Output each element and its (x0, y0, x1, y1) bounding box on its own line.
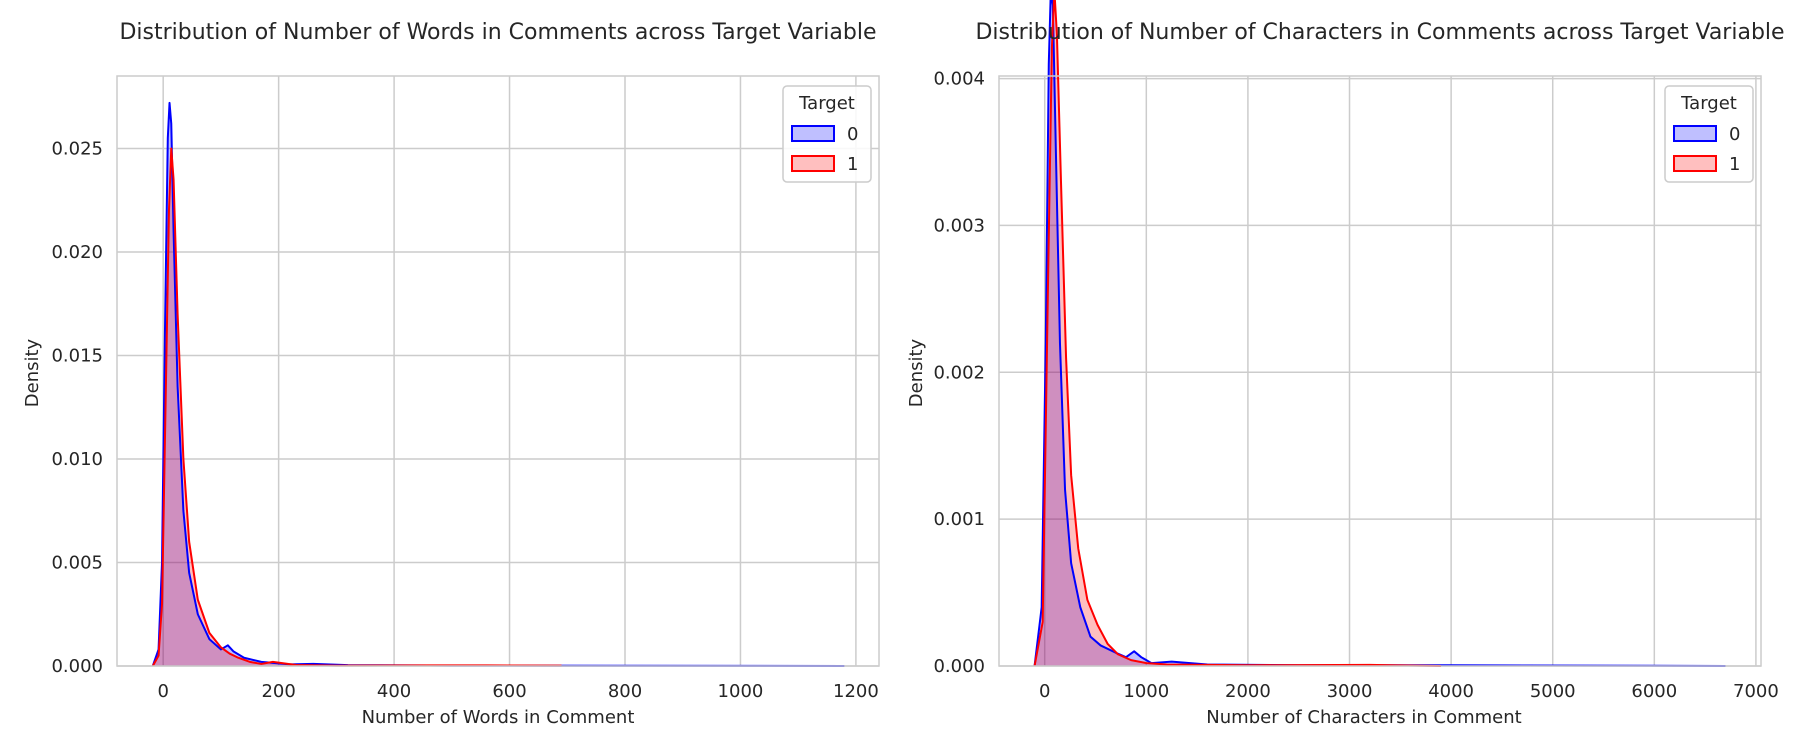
x-tick-label: 1200 (833, 681, 879, 702)
legend-title: Target (1680, 93, 1737, 114)
y-tick-label: 0.010 (51, 449, 103, 470)
legend: Target 0 1 (782, 85, 872, 183)
y-tick-label: 0.000 (933, 656, 985, 677)
x-tick-label: 5000 (1530, 681, 1576, 702)
legend-swatch (791, 125, 835, 142)
series-1-line (1033, 0, 1441, 667)
x-tick-label: 2000 (1225, 681, 1271, 702)
x-tick-label: 1000 (718, 681, 764, 702)
x-tick-label: 1000 (1123, 681, 1169, 702)
y-tick-label: 0.002 (933, 362, 985, 383)
x-tick-label: 3000 (1327, 681, 1373, 702)
y-tick-label: 0.000 (51, 656, 103, 677)
x-tick-label: 800 (608, 681, 642, 702)
y-tick-label: 0.005 (51, 552, 103, 573)
y-tick-label: 0.003 (933, 215, 985, 236)
chart-title: Distribution of Number of Words in Comme… (119, 20, 876, 45)
x-tick-label: 4000 (1428, 681, 1474, 702)
chart-title: Distribution of Number of Characters in … (975, 20, 1784, 45)
x-tick-label: 0 (157, 681, 168, 702)
legend: Target 0 1 (1664, 85, 1754, 183)
series-0-line (151, 101, 845, 667)
legend-swatch (791, 155, 835, 172)
series-1-area (1034, 0, 1441, 666)
legend-swatch (1673, 155, 1717, 172)
series-1-line (151, 147, 562, 667)
x-tick-label: 200 (261, 681, 295, 702)
y-axis-label: Density (906, 338, 927, 407)
legend-entry-label: 0 (1729, 124, 1740, 145)
legend-entry-label: 0 (847, 124, 858, 145)
series-1-area (152, 148, 562, 666)
x-tick-label: 7000 (1733, 681, 1779, 702)
legend-entry-label: 1 (1729, 154, 1740, 175)
y-tick-label: 0.025 (51, 138, 103, 159)
y-tick-label: 0.004 (933, 69, 985, 90)
y-tick-label: 0.020 (51, 242, 103, 263)
series-0-area (1034, 0, 1726, 666)
legend-title: Target (798, 93, 855, 114)
legend-entry-label: 1 (847, 154, 858, 175)
plot-frame (998, 75, 1762, 667)
x-tick-label: 400 (377, 681, 411, 702)
x-axis-label: Number of Characters in Comment (1206, 707, 1521, 728)
y-axis-label: Density (22, 338, 43, 407)
x-tick-label: 0 (1039, 681, 1050, 702)
x-tick-label: 600 (492, 681, 526, 702)
plot-frame (116, 75, 880, 667)
legend-swatch (1673, 125, 1717, 142)
x-tick-label: 6000 (1631, 681, 1677, 702)
x-axis-label: Number of Words in Comment (362, 707, 635, 728)
words-distribution-chart: 0 200 400 600 800 1000 1200 0.000 0.005 0.010 0.01… (22, 20, 880, 728)
characters-distribution-chart: 0 1000 2000 3000 4000 5000 6000 7000 0.000 0.001 0… (906, 0, 1785, 728)
series-0-line (1033, 0, 1726, 667)
y-tick-label: 0.001 (933, 509, 985, 530)
y-tick-label: 0.015 (51, 345, 103, 366)
